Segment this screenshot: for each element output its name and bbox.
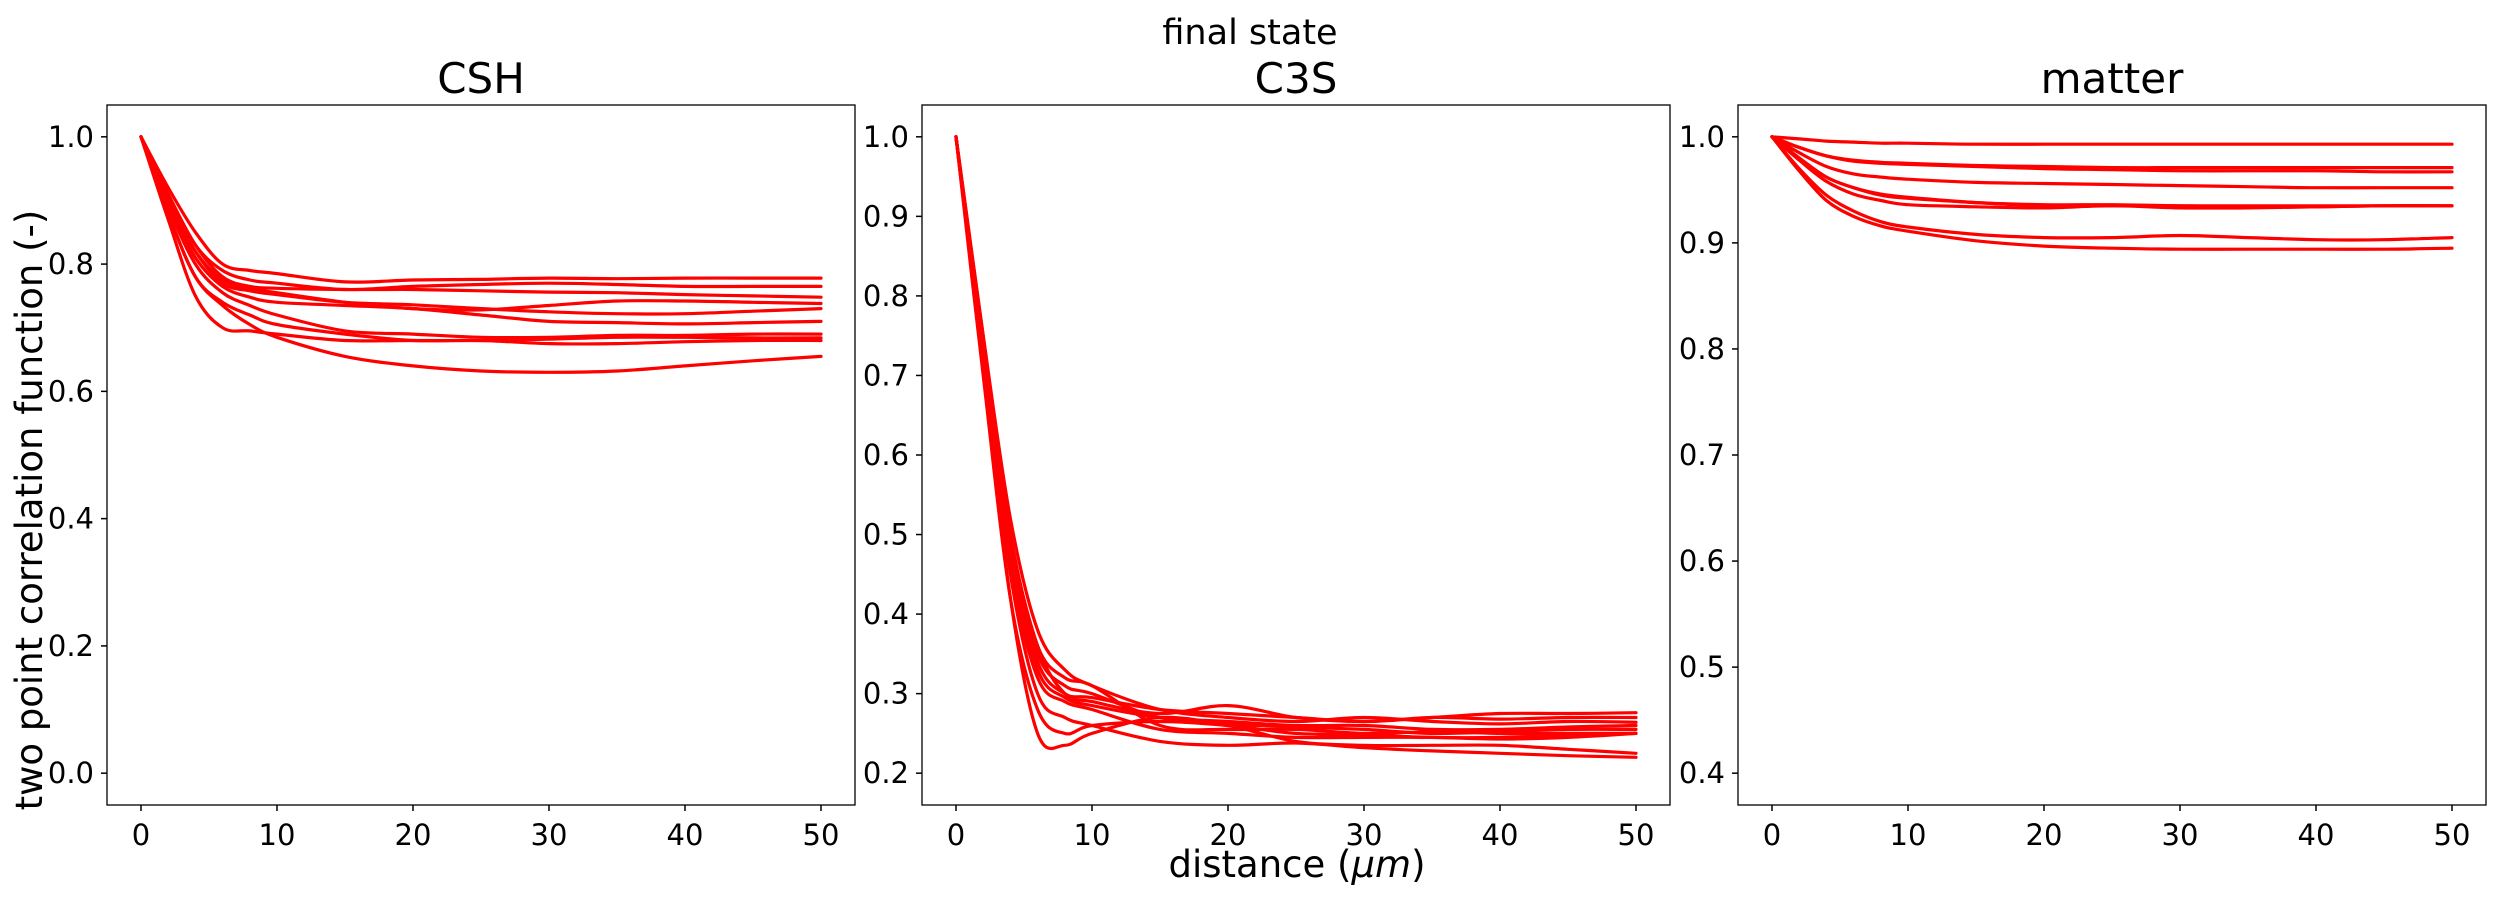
subplot-title: C3S	[1255, 54, 1338, 103]
x-tick-label: 40	[2298, 818, 2335, 852]
y-tick-label: 0.0	[48, 756, 94, 790]
y-tick-label: 1.0	[863, 120, 909, 154]
y-tick-label: 0.8	[48, 247, 94, 281]
subplot-matter: matter 0 10 20 30 40 50 0.4 0.5 0.6 0.7 0.8 0.9 1.0	[1679, 54, 2487, 852]
x-tick-label: 10	[1890, 818, 1927, 852]
series-line-1	[1770, 135, 2454, 146]
y-tick-label: 0.4	[48, 502, 94, 536]
series-line-7	[139, 135, 823, 340]
series-line-6	[954, 135, 1638, 736]
series-line-9	[139, 135, 823, 343]
x-tick-label: 10	[259, 818, 296, 852]
subplot-c3s: C3S 0 10 20 30 40 50 0.2 0.3 0.4 0.5 0.6 0.7 0.8 0.9 1.…	[863, 54, 1671, 852]
y-tick-label: 0.9	[863, 199, 909, 233]
x-tick-label: 40	[667, 818, 704, 852]
series-line-2	[954, 135, 1638, 724]
y-tick-label: 0.9	[1679, 226, 1725, 260]
series-line-5	[954, 135, 1638, 736]
y-tick-label: 0.6	[863, 438, 909, 472]
x-tick-label: 30	[1346, 818, 1383, 852]
y-tick-label: 0.5	[1679, 650, 1725, 684]
x-tick-label: 0	[947, 818, 965, 852]
figure-suptitle: final state	[1162, 13, 1337, 53]
subplot-title: CSH	[437, 54, 525, 103]
y-tick-label: 0.5	[863, 518, 909, 552]
series-line-10	[954, 135, 1638, 759]
y-tick-label: 1.0	[48, 120, 94, 154]
y-tick-label: 0.6	[1679, 544, 1725, 578]
axes-frame	[106, 104, 856, 806]
x-tick-label: 50	[1618, 818, 1655, 852]
x-tick-label: 40	[1482, 818, 1519, 852]
series-line-2	[139, 135, 823, 292]
y-tick-label: 0.6	[48, 374, 94, 408]
x-tick-label: 30	[531, 818, 568, 852]
series-lines	[954, 135, 1638, 759]
series-line-3	[139, 135, 823, 299]
mu-symbol: μm	[1350, 843, 1411, 886]
y-tick-label: 0.7	[1679, 438, 1725, 472]
series-lines	[1770, 135, 2454, 251]
y-tick-label: 1.0	[1679, 120, 1725, 154]
series-line-10	[139, 135, 823, 374]
series-line-9	[1770, 135, 2454, 251]
series-line-4	[954, 135, 1638, 732]
series-line-8	[1770, 135, 2454, 242]
y-tick-label: 0.2	[863, 756, 909, 790]
series-line-9	[954, 135, 1638, 755]
subplot-csh: CSH 0 10 20 30 40 50 0.0 0.2 0.4 0.6 0.8 1.0	[48, 54, 856, 852]
subplot-title: matter	[2041, 54, 2184, 103]
x-tick-label: 20	[395, 818, 432, 852]
x-tick-label: 0	[1763, 818, 1781, 852]
x-tick-label: 20	[1210, 818, 1247, 852]
y-tick-label: 0.3	[863, 677, 909, 711]
series-line-3	[1770, 135, 2454, 174]
x-tick-label: 10	[1074, 818, 1111, 852]
x-tick-label: 20	[2026, 818, 2063, 852]
x-tick-label: 30	[2162, 818, 2199, 852]
series-line-1	[139, 135, 823, 284]
y-tick-label: 0.8	[1679, 332, 1725, 366]
series-line-1	[954, 135, 1638, 724]
series-line-4	[1770, 135, 2454, 190]
x-axis-label: distance (μm)	[1168, 843, 1425, 886]
x-tick-label: 0	[132, 818, 150, 852]
x-tick-label: 50	[2434, 818, 2471, 852]
series-line-5	[139, 135, 823, 316]
y-axis-label: two point correlation function (-)	[8, 210, 51, 811]
y-tick-label: 0.7	[863, 358, 909, 392]
series-line-7	[1770, 135, 2454, 210]
series-line-8	[954, 135, 1638, 740]
y-tick-label: 0.2	[48, 629, 94, 663]
series-lines	[139, 135, 823, 374]
subplots: CSH 0 10 20 30 40 50 0.0 0.2 0.4 0.6 0.8 1.0 C3S 0 10 20…	[48, 54, 2487, 852]
y-tick-label: 0.4	[863, 597, 909, 631]
y-tick-label: 0.8	[863, 279, 909, 313]
series-line-6	[139, 135, 823, 326]
series-line-3	[954, 135, 1638, 726]
x-tick-label: 50	[803, 818, 840, 852]
series-line-7	[954, 135, 1638, 741]
y-tick-label: 0.4	[1679, 756, 1725, 790]
